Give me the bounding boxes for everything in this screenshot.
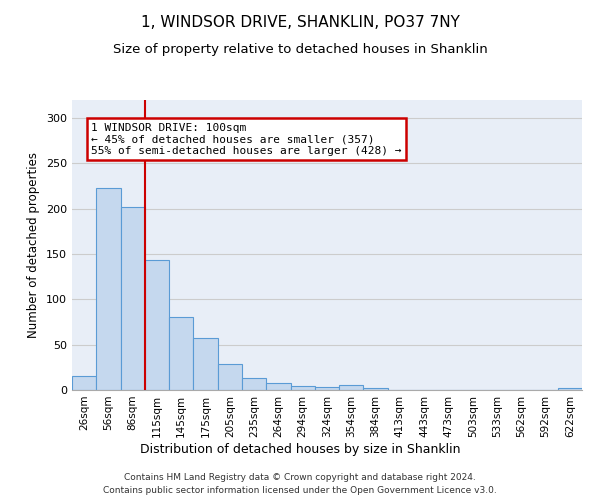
Bar xyxy=(290,386,315,390)
Text: Contains public sector information licensed under the Open Government Licence v3: Contains public sector information licen… xyxy=(103,486,497,495)
Text: 1, WINDSOR DRIVE, SHANKLIN, PO37 7NY: 1, WINDSOR DRIVE, SHANKLIN, PO37 7NY xyxy=(140,15,460,30)
Bar xyxy=(193,338,218,390)
Bar xyxy=(266,383,290,390)
Bar xyxy=(315,388,339,390)
Text: Size of property relative to detached houses in Shanklin: Size of property relative to detached ho… xyxy=(113,42,487,56)
Bar xyxy=(218,364,242,390)
Bar xyxy=(364,388,388,390)
Bar xyxy=(121,207,145,390)
Bar xyxy=(558,388,582,390)
Text: 1 WINDSOR DRIVE: 100sqm
← 45% of detached houses are smaller (357)
55% of semi-d: 1 WINDSOR DRIVE: 100sqm ← 45% of detache… xyxy=(91,122,402,156)
Bar xyxy=(145,260,169,390)
Bar xyxy=(339,386,364,390)
Y-axis label: Number of detached properties: Number of detached properties xyxy=(28,152,40,338)
Bar xyxy=(96,188,121,390)
Text: Distribution of detached houses by size in Shanklin: Distribution of detached houses by size … xyxy=(140,442,460,456)
Bar xyxy=(72,376,96,390)
Bar xyxy=(242,378,266,390)
Bar xyxy=(169,316,193,390)
Text: Contains HM Land Registry data © Crown copyright and database right 2024.: Contains HM Land Registry data © Crown c… xyxy=(124,472,476,482)
